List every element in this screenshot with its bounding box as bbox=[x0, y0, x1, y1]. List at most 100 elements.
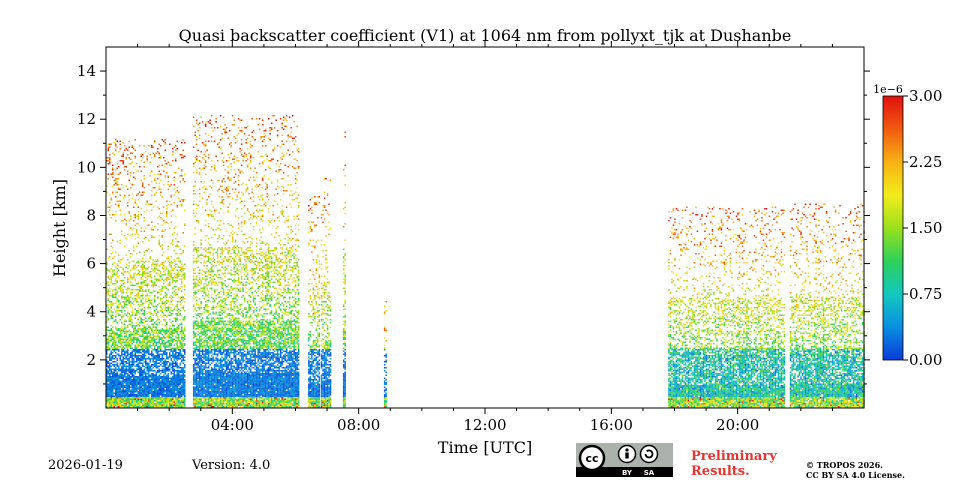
heatmap-cell bbox=[177, 373, 179, 375]
heatmap-cell bbox=[196, 384, 198, 386]
heatmap-cell bbox=[123, 366, 125, 368]
heatmap-cell bbox=[166, 367, 168, 369]
heatmap-cell bbox=[218, 333, 220, 335]
heatmap-cell bbox=[135, 150, 137, 152]
heatmap-cell bbox=[111, 378, 113, 380]
heatmap-cell bbox=[129, 220, 131, 222]
heatmap-cell bbox=[178, 367, 180, 369]
heatmap-cell bbox=[139, 271, 141, 273]
heatmap-cell bbox=[123, 367, 125, 369]
heatmap-cell bbox=[184, 276, 186, 278]
heatmap-cell bbox=[165, 303, 167, 305]
heatmap-cell bbox=[151, 364, 153, 366]
heatmap-cell bbox=[202, 373, 204, 375]
heatmap-cell bbox=[165, 160, 167, 162]
heatmap-cell bbox=[142, 295, 144, 297]
heatmap-cell bbox=[150, 366, 152, 368]
heatmap-cell bbox=[145, 318, 147, 320]
heatmap-cell bbox=[218, 342, 220, 344]
heatmap-cell bbox=[162, 394, 164, 396]
heatmap-cell bbox=[166, 288, 168, 290]
heatmap-cell bbox=[147, 379, 149, 381]
heatmap-cell bbox=[178, 391, 180, 393]
heatmap-cell bbox=[160, 291, 162, 293]
heatmap-cell bbox=[194, 391, 196, 393]
heatmap-cell bbox=[206, 249, 208, 251]
heatmap-cell bbox=[208, 394, 210, 396]
heatmap-cell bbox=[121, 292, 123, 294]
heatmap-cell bbox=[141, 367, 143, 369]
heatmap-cell bbox=[130, 373, 132, 375]
heatmap-cell bbox=[168, 361, 170, 363]
heatmap-cell bbox=[117, 385, 119, 387]
heatmap-cell bbox=[159, 387, 161, 389]
heatmap-cell bbox=[154, 346, 156, 348]
heatmap-cell bbox=[127, 295, 129, 297]
heatmap-cell bbox=[177, 306, 179, 308]
heatmap-cell bbox=[203, 186, 205, 188]
heatmap-cell bbox=[123, 363, 125, 365]
heatmap-cell bbox=[199, 196, 201, 198]
heatmap-cell bbox=[208, 247, 210, 249]
heatmap-cell bbox=[121, 397, 123, 399]
heatmap-cell bbox=[175, 352, 177, 354]
heatmap-cell bbox=[133, 301, 135, 303]
heatmap-cell bbox=[133, 379, 135, 381]
heatmap-cell bbox=[212, 325, 214, 327]
heatmap-cell bbox=[218, 189, 220, 191]
heatmap-cell bbox=[160, 385, 162, 387]
heatmap-cell bbox=[171, 184, 173, 186]
heatmap-cell bbox=[157, 400, 159, 402]
heatmap-cell bbox=[215, 393, 217, 395]
heatmap-cell bbox=[159, 276, 161, 278]
heatmap-cell bbox=[196, 402, 198, 404]
heatmap-cell bbox=[144, 361, 146, 363]
heatmap-cell bbox=[200, 313, 202, 315]
heatmap-cell bbox=[162, 244, 164, 246]
heatmap-cell bbox=[217, 277, 219, 279]
heatmap-cell bbox=[108, 400, 110, 402]
heatmap-cell bbox=[181, 337, 183, 339]
heatmap-cell bbox=[175, 402, 177, 404]
heatmap-cell bbox=[124, 303, 126, 305]
heatmap-cell bbox=[163, 396, 165, 398]
heatmap-cell bbox=[150, 370, 152, 372]
heatmap-cell bbox=[202, 357, 204, 359]
heatmap-cell bbox=[147, 406, 149, 408]
heatmap-cell bbox=[184, 372, 186, 374]
heatmap-cell bbox=[124, 342, 126, 344]
heatmap-cell bbox=[193, 126, 195, 128]
heatmap-cell bbox=[135, 265, 137, 267]
heatmap-cell bbox=[168, 301, 170, 303]
heatmap-cell bbox=[162, 351, 164, 353]
heatmap-cell bbox=[142, 195, 144, 197]
heatmap-cell bbox=[118, 366, 120, 368]
heatmap-cell bbox=[197, 397, 199, 399]
heatmap-cell bbox=[218, 405, 220, 407]
heatmap-cell bbox=[163, 397, 165, 399]
heatmap-cell bbox=[154, 394, 156, 396]
heatmap-cell bbox=[150, 342, 152, 344]
heatmap-cell bbox=[209, 388, 211, 390]
heatmap-cell bbox=[141, 349, 143, 351]
heatmap-cell bbox=[163, 141, 165, 143]
heatmap-cell bbox=[196, 364, 198, 366]
heatmap-cell bbox=[120, 387, 122, 389]
heatmap-cell bbox=[121, 390, 123, 392]
heatmap-cell bbox=[139, 378, 141, 380]
heatmap-cell bbox=[142, 372, 144, 374]
heatmap-cell bbox=[108, 258, 110, 260]
heatmap-cell bbox=[199, 366, 201, 368]
heatmap-cell bbox=[127, 150, 129, 152]
heatmap-cell bbox=[166, 390, 168, 392]
heatmap-cell bbox=[175, 282, 177, 284]
heatmap-cell bbox=[129, 381, 131, 383]
heatmap-cell bbox=[109, 357, 111, 359]
heatmap-cell bbox=[151, 375, 153, 377]
heatmap-cell bbox=[121, 184, 123, 186]
heatmap-cell bbox=[184, 403, 186, 405]
heatmap-cell bbox=[209, 394, 211, 396]
heatmap-cell bbox=[135, 372, 137, 374]
heatmap-cell bbox=[159, 403, 161, 405]
heatmap-cell bbox=[114, 351, 116, 353]
